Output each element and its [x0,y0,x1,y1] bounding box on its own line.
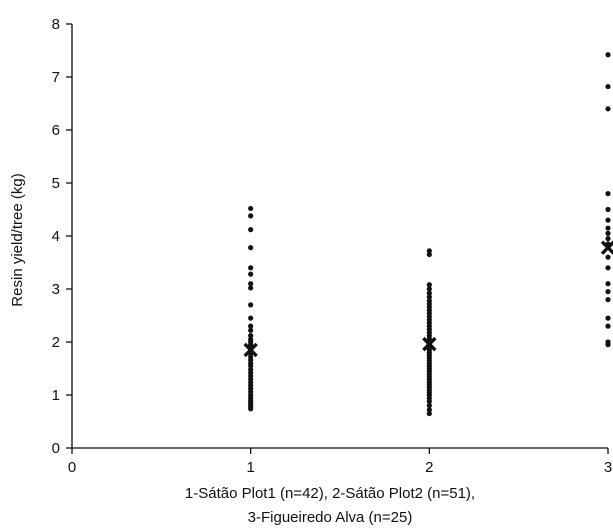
y-tick-label: 3 [52,281,60,298]
x-tick-label: 0 [68,459,76,476]
data-point [248,265,254,271]
data-point [248,333,254,339]
y-tick-label: 7 [52,69,60,86]
data-point [605,323,611,329]
y-tick-label: 2 [52,334,60,351]
data-point [605,265,611,271]
y-tick-label: 4 [52,228,60,245]
data-point [605,281,611,287]
mean-markers [243,240,613,358]
data-point [426,410,432,417]
data-point [605,52,611,58]
data-point [605,225,611,231]
data-point [605,297,611,303]
y-tick-label: 6 [52,122,60,139]
data-point [248,227,254,233]
data-point [248,302,254,308]
data-point [426,248,432,254]
mean-marker [600,240,613,255]
data-point [426,251,432,258]
data-points [248,52,611,417]
data-point [426,403,432,409]
data-point [426,398,432,404]
x-ticks: 0 1 2 3 [68,448,612,476]
data-point [248,213,254,219]
axes [71,24,608,449]
data-point [426,407,432,413]
data-point [248,271,254,277]
data-point [605,289,611,295]
x-axis-label-line-1: 1-Sátão Plot1 (n=42), 2-Sátão Plot2 (n=5… [185,485,475,502]
x-axis-label-line-2: 3-Figueiredo Alva (n=25) [248,509,413,526]
data-point [426,290,432,296]
data-point [248,285,254,291]
y-axis-label: Resin yield/tree (kg) [9,173,26,306]
data-point [605,191,611,197]
x-tick-label: 1 [246,459,254,476]
y-ticks: 0 1 2 3 4 5 6 7 8 [52,16,72,457]
data-point [248,406,254,412]
data-point [248,323,254,329]
data-point [605,315,611,321]
mean-marker [422,336,437,352]
data-point [248,315,254,321]
y-tick-label: 8 [52,16,60,33]
y-tick-label: 5 [52,175,60,192]
data-point [426,286,432,292]
data-point [426,294,432,300]
mean-marker [243,342,258,358]
y-tick-label: 0 [52,440,60,457]
data-point [426,282,432,288]
data-point [248,205,254,212]
y-tick-label: 1 [52,387,60,404]
data-point [605,217,611,223]
data-point [248,245,254,251]
data-point [248,363,254,369]
x-tick-label: 3 [604,459,612,476]
data-point [248,281,254,287]
data-point [605,106,611,112]
data-point [605,83,611,90]
data-point [248,327,254,333]
data-point [605,342,611,348]
data-point [605,206,611,213]
data-point [605,236,611,242]
data-point [605,254,611,260]
data-point [605,230,611,236]
x-tick-label: 2 [425,459,433,476]
